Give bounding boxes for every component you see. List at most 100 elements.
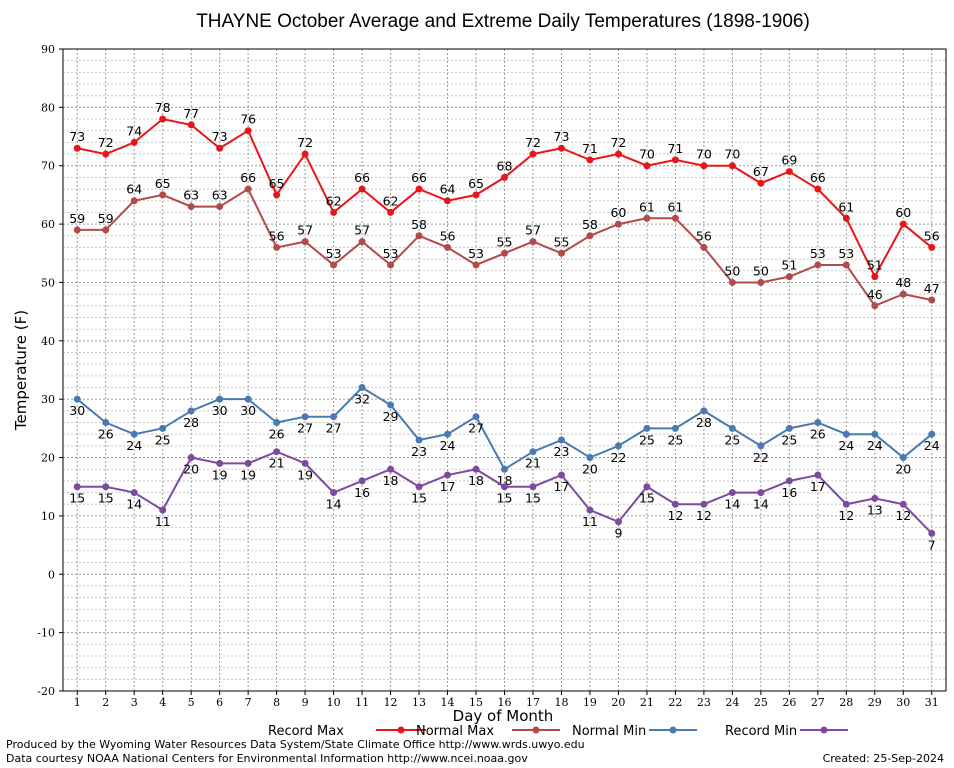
data-label: 61 [667,199,683,214]
data-point [216,144,224,152]
data-point [757,278,765,286]
data-point [273,243,281,251]
data-label: 56 [440,228,456,243]
data-label: 71 [667,141,683,156]
data-point [757,179,765,187]
data-label: 15 [639,491,655,506]
x-tick-label: 12 [384,696,398,709]
data-point [330,489,338,497]
data-point [700,243,708,251]
data-point [529,238,537,246]
x-tick-label: 26 [782,696,796,709]
data-label: 66 [411,170,427,185]
data-point [814,471,822,479]
y-tick-label: 40 [41,335,55,348]
data-point [301,238,309,246]
x-tick-label: 29 [868,696,882,709]
data-point [159,191,167,199]
data-point [501,465,508,473]
data-label: 17 [554,479,570,494]
data-label: 71 [582,141,598,156]
data-label: 28 [696,415,712,430]
legend-item: Normal Max [416,724,560,739]
y-axis-label: Temperature (F) [12,310,30,431]
data-point [415,436,423,444]
x-tick-label: 7 [245,696,252,709]
y-tick-label: 80 [41,101,55,114]
data-point [244,459,252,467]
data-point [671,424,679,432]
data-point [244,127,252,135]
data-point [273,191,281,199]
data-point [671,156,679,164]
data-point [785,168,793,176]
data-label: 14 [724,497,740,512]
data-label: 23 [411,444,427,459]
data-label: 53 [468,246,484,261]
series-normal-min: 30 26 24 25 28 30 30 26 27 27 32 29 23 24 27 18 21 23 20 22… [69,384,940,488]
data-label: 27 [326,421,342,436]
x-tick-label: 19 [583,696,597,709]
data-point [700,500,708,508]
data-label: 24 [867,438,883,453]
data-point [102,150,110,158]
x-tick-label: 16 [498,696,512,709]
data-label: 70 [696,147,712,162]
data-point [586,506,594,514]
data-label: 17 [440,479,456,494]
legend-marker [669,726,677,734]
data-point [928,529,936,537]
x-tick-label: 11 [355,696,369,709]
data-point [529,483,537,491]
data-label: 19 [212,467,228,482]
data-label: 64 [126,182,142,197]
data-label: 12 [696,508,712,523]
data-label: 55 [554,234,570,249]
data-point [928,430,936,438]
data-label: 15 [411,491,427,506]
data-point [444,471,452,479]
chart-title: THAYNE October Average and Extreme Daily… [196,11,810,32]
data-label: 65 [269,176,285,191]
legend-marker [397,726,405,734]
data-point [785,477,793,485]
x-tick-label: 15 [469,696,483,709]
x-tick-label: 1 [74,696,81,709]
data-point [871,494,879,502]
data-label: 32 [354,392,370,407]
legend-marker [532,726,540,734]
data-label: 51 [781,258,797,273]
data-point [899,290,907,298]
data-point [244,395,252,403]
data-point [757,442,765,450]
data-point [387,465,395,473]
series-normal-max: 59 59 64 65 63 63 66 56 57 53 57 53 58 56 53 55 57 55 58 60… [69,170,940,310]
data-label: 18 [383,473,399,488]
data-label: 53 [838,246,854,261]
data-point [557,471,565,479]
data-point [614,220,622,228]
data-label: 25 [781,432,797,447]
data-point [557,436,565,444]
data-point [842,214,850,222]
data-label: 60 [610,205,626,220]
data-point [472,191,480,199]
data-label: 30 [212,403,228,418]
data-point [102,419,110,427]
x-tick-label: 4 [159,696,166,709]
data-label: 64 [440,182,456,197]
data-label: 66 [354,170,370,185]
x-tick-label: 22 [668,696,682,709]
data-point [899,500,907,508]
data-point [244,185,252,193]
data-label: 24 [440,438,456,453]
created-date: Created: 25-Sep-2024 [822,752,944,765]
data-point [728,424,736,432]
data-label: 12 [838,508,854,523]
data-label: 59 [98,211,114,226]
data-point [130,197,138,205]
data-point [387,401,395,409]
x-tick-label: 30 [896,696,910,709]
data-point [899,220,907,228]
